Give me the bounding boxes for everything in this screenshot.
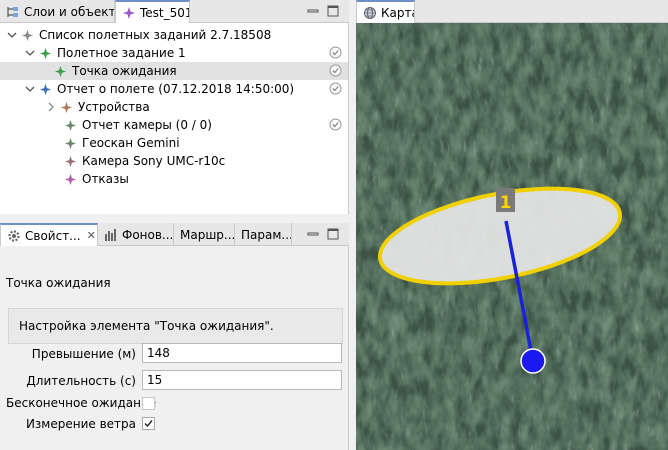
maximize-button[interactable] [326,227,340,241]
wind-measure-label: Измерение ветра [25,417,136,431]
tree-tab-strip: Слои и объекты Test_501 [0,0,349,23]
tree-item-drone[interactable]: Геоскан Gemini [0,134,348,152]
tree-item-devices[interactable]: Устройства [0,98,348,116]
tab-label: Test_501 [140,5,190,20]
infinite-wait-checkbox[interactable] [142,397,155,410]
close-icon[interactable]: ✕ [86,229,96,242]
tree-item-label: Полетное задание 1 [57,46,186,60]
failures-icon [64,173,77,185]
mission-list-icon [21,29,34,41]
wait-area-ellipse[interactable] [372,171,628,300]
tree-item-mission-list[interactable]: Список полетных заданий 2.7.18508 [0,26,348,44]
tree-item-label: Отчет камеры (0 / 0) [82,118,212,132]
duration-label: Длительность (с) [26,374,136,388]
layers-tree-icon [7,6,18,17]
devices-icon [60,101,73,113]
tab-label: Свойст... [25,228,81,243]
tab-route[interactable]: Маршр... [174,223,235,246]
tab-background[interactable]: Фонов... [98,223,174,246]
map-view[interactable]: 1 [356,23,668,450]
minimize-icon [307,232,319,236]
check-circle-icon[interactable] [329,118,342,131]
chevron-down-icon[interactable] [6,29,18,41]
tab-layers-objects[interactable]: Слои и объекты [0,0,115,23]
tab-label: Фонов... [122,227,174,242]
tab-map[interactable]: Карта [356,0,415,23]
tree-item-label: Геоскан Gemini [82,136,180,150]
tab-label: Парам... [241,227,292,242]
waypoint-label-bg [496,188,515,212]
tab-label: Слои и объекты [24,4,115,19]
tab-test-501[interactable]: Test_501 [115,0,190,23]
chart-icon [105,228,116,241]
chevron-down-icon[interactable] [24,83,36,95]
tab-label: Маршр... [180,227,235,242]
flight-report-icon [39,83,52,95]
chevron-right-icon[interactable] [45,101,57,113]
globe-icon [364,6,376,19]
drone-position-marker[interactable] [520,348,546,374]
maximize-icon [327,5,339,17]
altitude-input[interactable]: 148 [142,343,342,363]
camera-icon [64,155,77,167]
checkmark-icon [144,420,153,428]
mission-icon [123,6,135,19]
vertical-splitter[interactable] [349,0,356,450]
props-tab-strip: Свойст... ✕ Фонов... Маршр... Парам... [0,223,349,246]
tree-item-label: Камера Sony UMC-r10c [82,154,226,168]
horizontal-splitter[interactable] [0,214,349,223]
minimize-icon [307,9,319,13]
tree-item-label: Отчет о полете (07.12.2018 14:50:00) [57,82,295,96]
altitude-label: Превышение (м) [31,347,136,361]
tab-label: Карта [381,5,414,20]
waypoint-icon [54,65,67,77]
tree-item-flight-report[interactable]: Отчет о полете (07.12.2018 14:50:00) [0,80,348,98]
check-circle-icon[interactable] [329,46,342,59]
tree-item-flight-task[interactable]: Полетное задание 1 [0,44,348,62]
route-line [504,220,535,362]
waypoint-number[interactable]: 1 [500,193,512,213]
camera-report-icon [64,119,77,131]
chevron-down-icon[interactable] [24,47,36,59]
check-circle-icon[interactable] [329,82,342,95]
tab-params[interactable]: Парам... [235,223,292,246]
duration-input[interactable]: 15 [142,370,342,390]
wind-measure-checkbox[interactable] [142,417,155,430]
maximize-button[interactable] [326,4,340,18]
properties-panel: Точка ожидания Настройка элемента "Точка… [0,246,349,450]
props-title: Точка ожидания [6,276,111,290]
tree-item-label: Отказы [82,172,129,186]
gear-icon [8,229,20,242]
tab-properties[interactable]: Свойст... ✕ [0,223,98,246]
tree-item-camera-report[interactable]: Отчет камеры (0 / 0) [0,116,348,134]
map-canvas[interactable]: 1 [356,23,668,450]
tree-item-failures[interactable]: Отказы [0,170,348,188]
description-box: Настройка элемента "Точка ожидания". [8,308,343,344]
maximize-icon [327,228,339,240]
flight-task-icon [39,47,52,59]
tree-item-label: Устройства [78,100,150,114]
minimize-button[interactable] [306,227,320,241]
tree-item-label: Точка ожидания [72,64,177,78]
description-text: Настройка элемента "Точка ожидания". [19,319,274,333]
infinite-wait-label: Бесконечное ожидание [6,396,157,410]
minimize-button[interactable] [306,4,320,18]
tree-item-waypoint[interactable]: Точка ожидания [0,62,348,80]
drone-icon [64,137,77,149]
check-circle-icon[interactable] [329,64,342,77]
tree-item-camera[interactable]: Камера Sony UMC-r10c [0,152,348,170]
objects-tree[interactable]: Список полетных заданий 2.7.18508 Полетн… [0,23,349,214]
map-tab-strip: Карта [356,0,668,23]
tree-item-label: Список полетных заданий 2.7.18508 [39,28,272,42]
